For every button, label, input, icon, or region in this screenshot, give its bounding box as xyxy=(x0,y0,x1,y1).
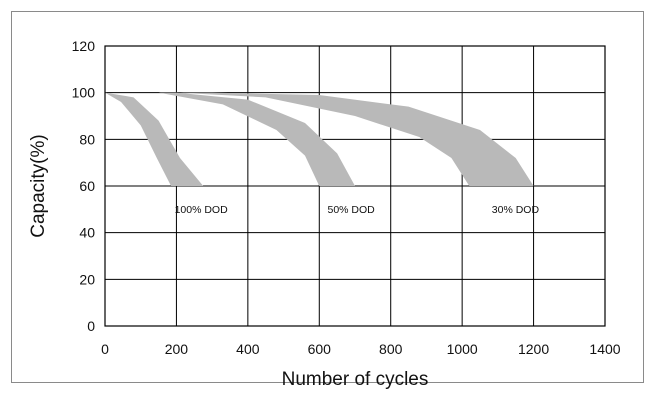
x-tick-label: 600 xyxy=(308,341,332,357)
axes xyxy=(104,45,606,327)
plot-border xyxy=(104,45,606,327)
y-tick-label: 0 xyxy=(87,318,95,334)
chart-frame xyxy=(11,11,644,383)
y-tick-label: 120 xyxy=(72,38,96,54)
x-tick-labels: 0 200 400 600 800 1000 1200 1400 xyxy=(101,341,621,357)
x-axis-title: Number of cycles xyxy=(282,369,429,390)
x-tick-label: 1400 xyxy=(589,341,620,357)
x-tick-label: 0 xyxy=(101,341,109,357)
x-tick-label: 1000 xyxy=(447,341,478,357)
band-label: 30% DOD xyxy=(492,204,540,216)
band-label: 50% DOD xyxy=(328,204,376,216)
y-tick-label: 20 xyxy=(79,271,95,287)
y-tick-label: 40 xyxy=(79,225,95,241)
x-tick-label: 1200 xyxy=(518,341,549,357)
capacity-bands xyxy=(105,92,534,186)
y-tick-label: 60 xyxy=(79,178,95,194)
y-axis-title: Capacity(%) xyxy=(28,134,49,237)
x-tick-label: 800 xyxy=(379,341,403,357)
capacity-band xyxy=(105,92,204,186)
x-tick-label: 400 xyxy=(236,341,260,357)
y-tick-label: 100 xyxy=(72,85,96,101)
capacity-band xyxy=(105,92,355,186)
y-tick-labels: 0 20 40 60 80 100 120 xyxy=(72,38,96,334)
capacity-band xyxy=(105,92,534,186)
y-tick-label: 80 xyxy=(79,131,95,147)
band-labels: 100% DOD 50% DOD 30% DOD xyxy=(175,204,540,216)
band-label: 100% DOD xyxy=(175,204,229,216)
x-tick-label: 200 xyxy=(165,341,189,357)
